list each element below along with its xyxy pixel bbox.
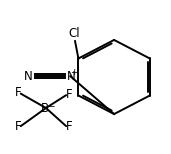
Text: F: F (66, 120, 73, 133)
Text: N: N (67, 70, 76, 83)
Text: −: − (47, 101, 55, 110)
Text: F: F (14, 120, 21, 133)
Text: F: F (14, 86, 21, 99)
Text: Cl: Cl (68, 27, 80, 40)
Text: +: + (70, 68, 78, 77)
Text: F: F (66, 88, 73, 101)
Text: N: N (23, 70, 32, 83)
Text: B: B (41, 101, 49, 115)
